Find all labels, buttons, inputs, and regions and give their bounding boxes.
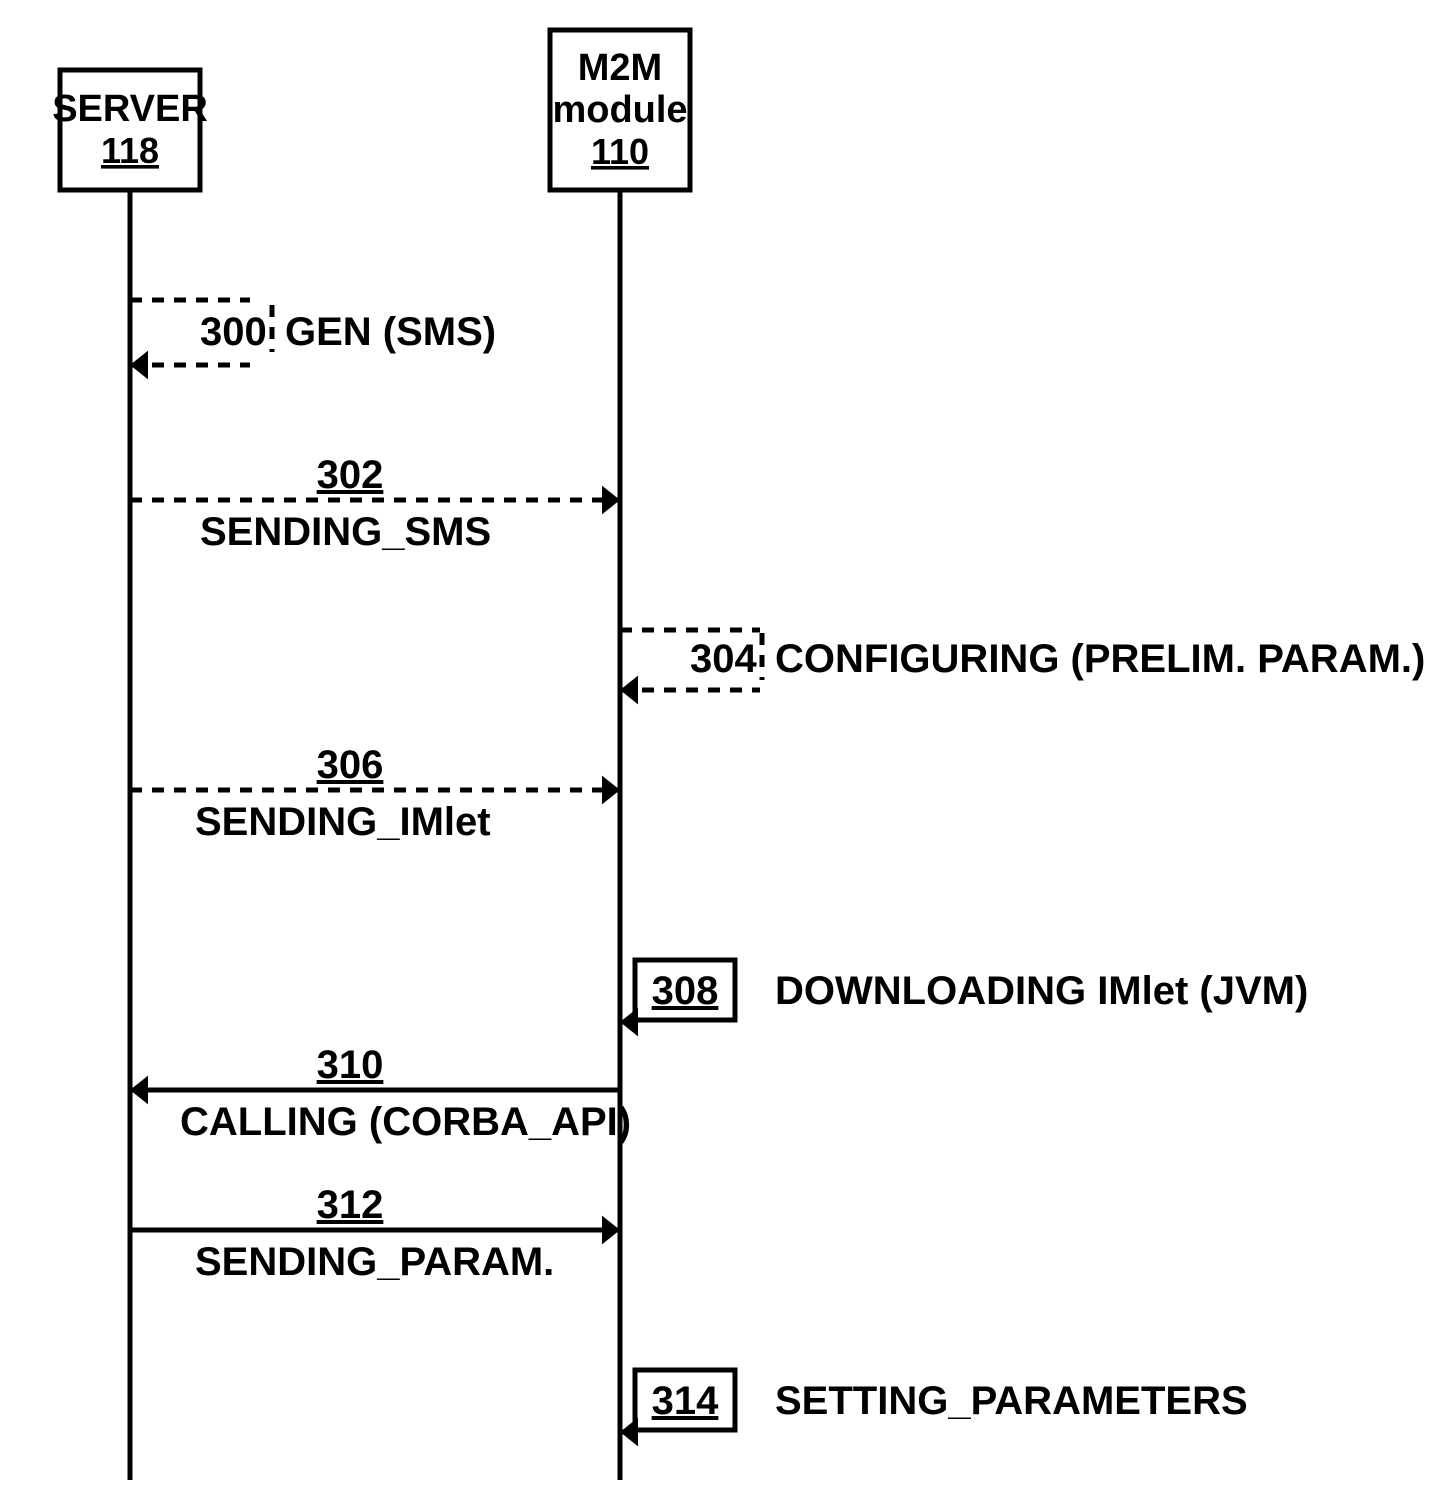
message-text-310: CALLING (CORBA_API) bbox=[180, 1100, 631, 1144]
arrow-head bbox=[620, 676, 638, 705]
message-text-300: GEN (SMS) bbox=[285, 310, 496, 354]
arrow-head bbox=[130, 1076, 148, 1105]
sequence-diagram: SERVER118 M2Mmodule110 300 GEN (SMS) 302 SEND… bbox=[0, 0, 1440, 1509]
message-num-314: 314 bbox=[652, 1379, 719, 1423]
message-num-310: 310 bbox=[317, 1043, 384, 1087]
participant-label-m2m: module bbox=[552, 89, 687, 131]
arrow-head bbox=[602, 776, 620, 805]
message-num-304: 304 bbox=[690, 637, 757, 681]
message-num-300: 300 bbox=[200, 310, 267, 354]
message-text-308: DOWNLOADING IMlet (JVM) bbox=[775, 969, 1308, 1013]
message-num-306: 306 bbox=[317, 743, 384, 787]
participant-label-m2m: 110 bbox=[591, 131, 649, 172]
participant-label-server: 118 bbox=[101, 130, 159, 171]
arrow-head bbox=[620, 1008, 638, 1037]
diagram-svg: SERVER118 M2Mmodule110 300 GEN (SMS) 302 SEND… bbox=[0, 0, 1440, 1509]
message-text-302: SENDING_SMS bbox=[200, 510, 491, 554]
message-text-304: CONFIGURING (PRELIM. PARAM.) bbox=[775, 637, 1425, 681]
participant-label-server: SERVER bbox=[52, 88, 208, 130]
message-text-314: SETTING_PARAMETERS bbox=[775, 1379, 1248, 1423]
participant-label-m2m: M2M bbox=[578, 47, 662, 89]
arrow-head bbox=[602, 1216, 620, 1245]
arrow-head bbox=[602, 486, 620, 515]
message-num-302: 302 bbox=[317, 453, 384, 497]
message-text-306: SENDING_IMlet bbox=[195, 800, 491, 844]
arrow-head bbox=[130, 351, 148, 380]
message-num-312: 312 bbox=[317, 1183, 384, 1227]
message-text-312: SENDING_PARAM. bbox=[195, 1240, 554, 1284]
arrow-head bbox=[620, 1418, 638, 1447]
message-num-308: 308 bbox=[652, 969, 719, 1013]
